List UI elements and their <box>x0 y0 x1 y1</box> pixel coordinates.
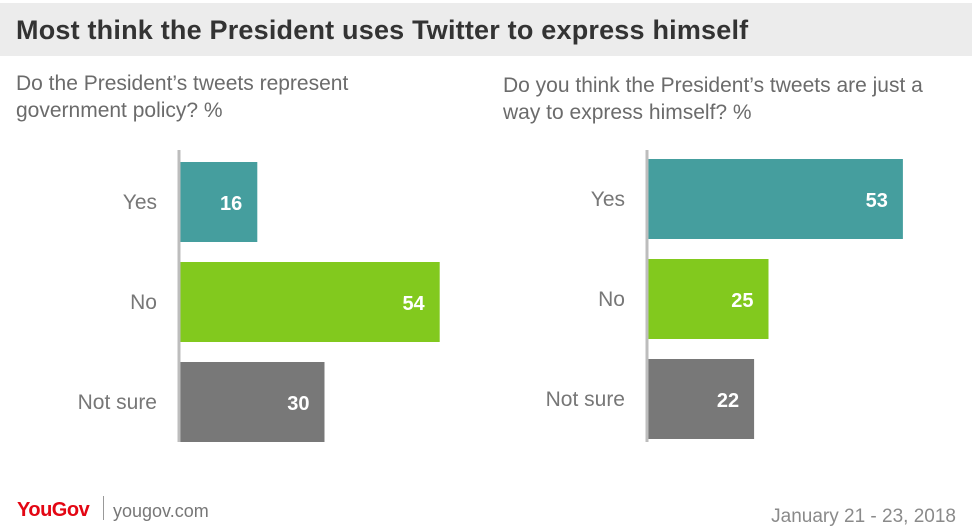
right-value-label-not-sure: 22 <box>717 390 739 412</box>
right-value-label-yes: 53 <box>866 190 888 212</box>
right-bar-yes <box>648 159 903 239</box>
yougov-logo: YouGov <box>17 499 90 521</box>
left-value-label-no: 54 <box>402 293 425 315</box>
right-category-label-yes: Yes <box>591 188 625 211</box>
left-category-label-no: No <box>130 291 157 314</box>
left-value-label-yes: 16 <box>220 193 242 215</box>
page-title: Most think the President uses Twitter to… <box>16 15 749 45</box>
footer-url[interactable]: yougov.com <box>113 501 209 521</box>
right-bar-no <box>648 259 769 339</box>
chart-right-question: Do you think the President’s tweets are … <box>503 74 923 124</box>
left-value-label-not-sure: 30 <box>287 393 309 415</box>
left-bar-not-sure <box>180 362 325 442</box>
right-category-label-not-sure: Not sure <box>546 388 625 411</box>
footer-separator <box>103 496 104 520</box>
right-value-label-no: 25 <box>731 290 753 312</box>
left-bar-yes <box>180 162 258 242</box>
survey-date: January 21 - 23, 2018 <box>771 506 956 527</box>
left-bar-no <box>180 262 440 342</box>
right-category-label-no: No <box>598 288 625 311</box>
left-category-label-not-sure: Not sure <box>78 391 157 414</box>
right-bar-not-sure <box>648 359 755 439</box>
chart-left-question: Do the President’s tweets represent gove… <box>16 72 349 122</box>
left-category-label-yes: Yes <box>123 191 157 214</box>
title-bar: Most think the President uses Twitter to… <box>0 3 972 56</box>
